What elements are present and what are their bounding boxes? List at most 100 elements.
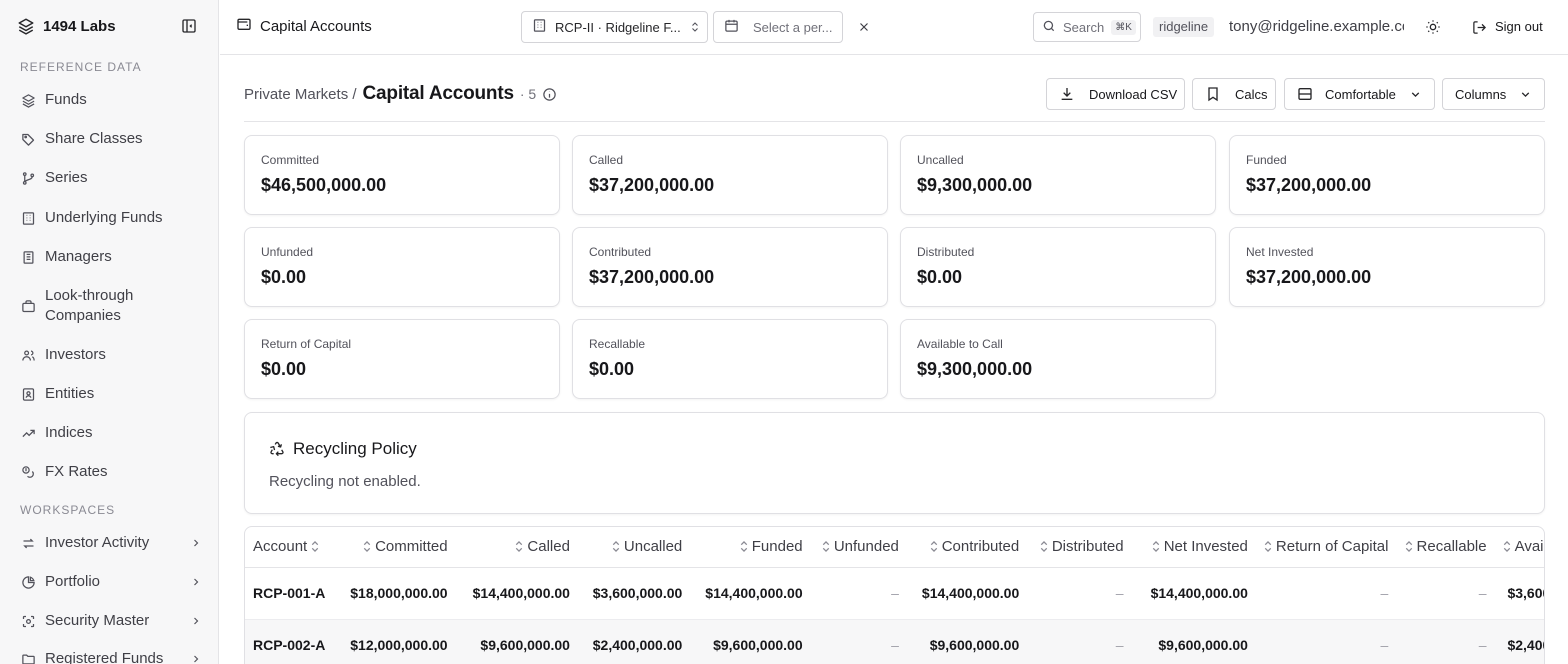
- cell-funded: $14,400,000.00: [690, 567, 811, 620]
- chevron-right-icon: [190, 649, 202, 664]
- brand-name: 1494 Labs: [43, 17, 116, 35]
- sign-out-button[interactable]: Sign out: [1472, 17, 1543, 37]
- recycle-icon: [269, 441, 285, 457]
- column-header-net-invested[interactable]: Net Invested: [1131, 527, 1256, 568]
- summary-card-label: Contributed: [589, 245, 652, 259]
- cell-recallable: –: [1396, 619, 1495, 664]
- sidebar-item-funds[interactable]: Funds: [12, 90, 210, 110]
- summary-card-called: Called $37,200,000.00: [572, 135, 888, 215]
- calcs-label: Calcs: [1235, 86, 1268, 102]
- summary-card-funded: Funded $37,200,000.00: [1229, 135, 1545, 215]
- sidebar-item-portfolio[interactable]: Portfolio: [12, 572, 210, 592]
- cell-recallable: –: [1396, 567, 1495, 620]
- period-picker[interactable]: Select a per...: [713, 11, 843, 43]
- summary-card-value: $9,300,000.00: [917, 175, 1033, 195]
- recycling-policy-status: Recycling not enabled.: [269, 473, 421, 490]
- clear-period-icon[interactable]: [856, 18, 872, 36]
- density-select[interactable]: Comfortable: [1284, 78, 1435, 110]
- sidebar-item-series[interactable]: Series: [12, 168, 210, 188]
- table-row[interactable]: RCP-001-A $18,000,000.00 $14,400,000.00 …: [245, 567, 1544, 620]
- sidebar-item-investors[interactable]: Investors: [12, 345, 210, 365]
- summary-card-value: $0.00: [261, 267, 307, 287]
- sidebar-item-registered-funds[interactable]: Registered Funds: [12, 649, 210, 664]
- scan-icon: [20, 611, 36, 631]
- sidebar-item-label: Security Master: [45, 612, 150, 629]
- summary-card-value: $37,200,000.00: [589, 175, 715, 195]
- summary-card-label: Funded: [1246, 153, 1287, 167]
- sidebar-item-entities[interactable]: Entities: [12, 384, 210, 404]
- sidebar-item-label: Investor Activity: [45, 534, 150, 551]
- cell-return-of-capital: –: [1255, 567, 1397, 620]
- sidebar-item-label: Share Classes: [45, 130, 143, 147]
- column-header-called[interactable]: Called: [455, 527, 578, 568]
- data-table: Account Committed Called Uncalled Funded…: [245, 527, 1544, 664]
- sidebar-item-label: FX Rates: [45, 463, 108, 480]
- column-header-recallable[interactable]: Recallable: [1396, 527, 1495, 568]
- topbar: Capital Accounts RCP-II · Ridgeline F...…: [220, 0, 1568, 55]
- cell-account[interactable]: RCP-001-A: [245, 567, 336, 620]
- sidebar-item-managers[interactable]: Managers: [12, 247, 210, 267]
- period-placeholder: Select a per...: [753, 19, 833, 35]
- fund-select[interactable]: RCP-II · Ridgeline F...: [521, 11, 708, 43]
- cell-unfunded: –: [810, 619, 907, 664]
- cell-account[interactable]: RCP-002-A: [245, 619, 336, 664]
- folder-icon: [20, 649, 36, 664]
- column-header-committed[interactable]: Committed: [335, 527, 456, 568]
- sort-icon: [612, 539, 620, 556]
- column-header-contributed[interactable]: Contributed: [906, 527, 1028, 568]
- search-shortcut: ⌘K: [1111, 19, 1136, 35]
- search-button[interactable]: Search ⌘K: [1033, 12, 1141, 42]
- download-csv-button[interactable]: Download CSV: [1046, 78, 1185, 110]
- cell-funded: $9,600,000.00: [690, 619, 811, 664]
- summary-card-label: Unfunded: [261, 245, 314, 259]
- column-header-available-to-call[interactable]: Available to Call: [1494, 527, 1544, 568]
- sidebar-item-indices[interactable]: Indices: [12, 423, 210, 443]
- badge-icon: [20, 384, 36, 404]
- table-row[interactable]: RCP-002-A $12,000,000.00 $9,600,000.00 $…: [245, 619, 1544, 664]
- breadcrumb: Private Markets / Capital Accounts · 5: [244, 83, 557, 105]
- summary-card-committed: Committed $46,500,000.00: [244, 135, 560, 215]
- summary-card-label: Net Invested: [1246, 245, 1314, 259]
- breadcrumb-parent[interactable]: Private Markets /: [244, 86, 357, 103]
- chevron-right-icon: [190, 611, 202, 631]
- summary-card-uncalled: Uncalled $9,300,000.00: [900, 135, 1216, 215]
- columns-select[interactable]: Columns: [1442, 78, 1545, 110]
- info-icon[interactable]: [542, 87, 557, 102]
- briefcase-icon: [20, 286, 36, 326]
- calcs-button[interactable]: Calcs: [1192, 78, 1276, 110]
- sidebar-item-underlying-funds[interactable]: Underlying Funds: [12, 208, 210, 228]
- brand[interactable]: 1494 Labs: [16, 14, 116, 38]
- cell-return-of-capital: –: [1255, 619, 1397, 664]
- sidebar-item-investor-activity[interactable]: Investor Activity: [12, 533, 210, 553]
- trending-up-icon: [20, 423, 36, 443]
- summary-card-return-of-capital: Return of Capital $0.00: [244, 319, 560, 399]
- sidebar-item-share-classes[interactable]: Share Classes: [12, 129, 210, 149]
- column-header-return-of-capital[interactable]: Return of Capital: [1255, 527, 1397, 568]
- chevron-right-icon: [190, 533, 202, 553]
- column-header-funded[interactable]: Funded: [690, 527, 811, 568]
- summary-card-value: $46,500,000.00: [261, 175, 387, 195]
- column-header-distributed[interactable]: Distributed: [1027, 527, 1132, 568]
- sidebar-item-fx-rates[interactable]: FX Rates: [12, 462, 210, 482]
- sidebar-item-security-master[interactable]: Security Master: [12, 611, 210, 631]
- column-header-unfunded[interactable]: Unfunded: [810, 527, 907, 568]
- search-label: Search: [1063, 19, 1105, 35]
- cell-unfunded: –: [810, 567, 907, 620]
- sidebar-item-label: Registered Funds: [45, 650, 164, 664]
- sort-icon: [1405, 539, 1413, 556]
- sidebar-item-look-through-companies[interactable]: Look-through Companies: [12, 286, 202, 326]
- topbar-title-group: Capital Accounts: [236, 16, 372, 36]
- summary-card-label: Uncalled: [917, 153, 964, 167]
- sun-icon[interactable]: [1423, 16, 1443, 38]
- summary-card-available-to-call: Available to Call $9,300,000.00: [900, 319, 1216, 399]
- table-header-row: Account Committed Called Uncalled Funded…: [245, 527, 1544, 568]
- column-header-uncalled[interactable]: Uncalled: [577, 527, 691, 568]
- cell-uncalled: $2,400,000.00: [577, 619, 691, 664]
- density-label: Comfortable: [1325, 86, 1396, 102]
- summary-card-unfunded: Unfunded $0.00: [244, 227, 560, 307]
- column-header-account[interactable]: Account: [245, 527, 336, 568]
- sidebar-item-label: Funds: [45, 91, 87, 108]
- office-icon: [20, 247, 36, 267]
- sidebar-collapse-icon[interactable]: [179, 16, 199, 36]
- sort-icon: [1503, 539, 1511, 556]
